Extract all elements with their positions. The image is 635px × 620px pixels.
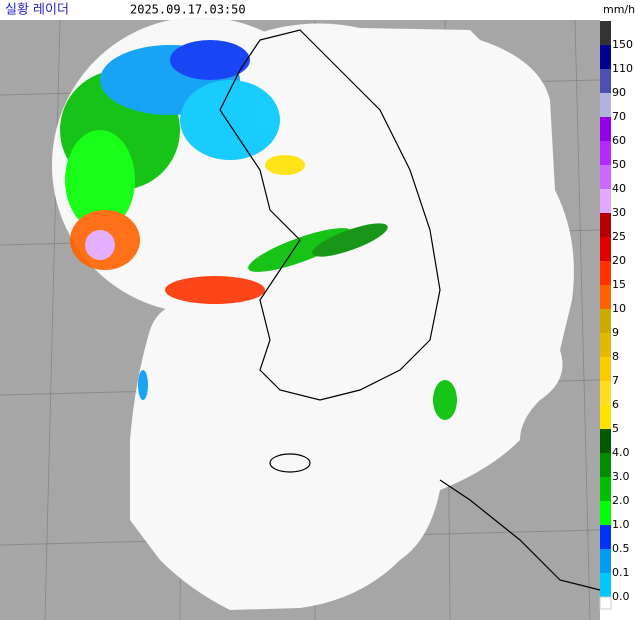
legend-swatch <box>600 357 611 381</box>
legend-label: 110 <box>612 62 633 75</box>
legend-swatch <box>600 45 611 69</box>
legend-swatch <box>600 165 611 189</box>
legend-swatch <box>600 117 611 141</box>
legend-swatch <box>600 429 611 453</box>
legend-label: 0.0 <box>612 590 630 603</box>
legend-label: 5 <box>612 422 619 435</box>
legend-label: 25 <box>612 230 626 243</box>
legend-label: 150 <box>612 38 633 51</box>
title: 실황 레이더 <box>5 3 69 18</box>
legend-label: 3.0 <box>612 470 630 483</box>
legend-swatch <box>600 405 611 429</box>
map <box>0 17 601 620</box>
legend-label: 4.0 <box>612 446 630 459</box>
legend-label: 0.5 <box>612 542 630 555</box>
legend-label: 90 <box>612 86 626 99</box>
legend-label: 9 <box>612 326 619 339</box>
unit: mm/h <box>603 3 635 16</box>
legend-swatch <box>600 213 611 237</box>
legend-label: 15 <box>612 278 626 291</box>
legend-swatch <box>600 333 611 357</box>
legend-swatch <box>600 549 611 573</box>
legend-swatch <box>600 453 611 477</box>
legend-label: 50 <box>612 158 626 171</box>
coastline <box>219 29 601 591</box>
legend-label: 2.0 <box>612 494 630 507</box>
legend-swatch <box>600 525 611 549</box>
legend-swatch <box>600 501 611 525</box>
legend-swatch <box>600 93 611 117</box>
legend: 150 110 90 70 60 50 40 30 25 20 15 10 9 8 7 6 5 4.0 3.0 2.0… <box>599 20 635 620</box>
legend-swatch <box>600 69 611 93</box>
legend-label: 0.1 <box>612 566 630 579</box>
legend-label: 20 <box>612 254 626 267</box>
legend-swatch <box>600 381 611 405</box>
legend-label: 10 <box>612 302 626 315</box>
timestamp: 2025.09.17.03:50 <box>130 3 246 17</box>
legend-label: 60 <box>612 134 626 147</box>
legend-swatch <box>600 573 611 597</box>
legend-swatch-blank <box>599 596 612 610</box>
legend-swatch <box>600 141 611 165</box>
legend-swatch <box>600 237 611 261</box>
legend-label: 40 <box>612 182 626 195</box>
legend-label: 6 <box>612 398 619 411</box>
legend-swatch <box>600 21 611 45</box>
precipitation <box>60 40 457 420</box>
legend-swatch <box>600 261 611 285</box>
legend-label: 7 <box>612 374 619 387</box>
legend-swatch <box>600 309 611 333</box>
legend-label: 8 <box>612 350 619 363</box>
legend-label: 70 <box>612 110 626 123</box>
legend-swatch <box>600 477 611 501</box>
legend-swatch <box>600 285 611 309</box>
legend-label: 1.0 <box>612 518 630 531</box>
legend-swatch <box>600 189 611 213</box>
legend-label: 30 <box>612 206 626 219</box>
